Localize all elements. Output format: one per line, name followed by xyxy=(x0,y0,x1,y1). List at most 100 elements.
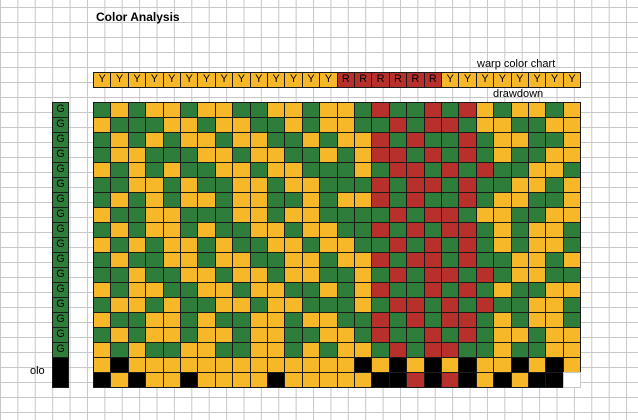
drawdown-cell xyxy=(493,342,512,358)
drawdown-cell xyxy=(301,207,321,223)
drawdown-cell xyxy=(423,327,442,343)
drawdown-cell xyxy=(145,207,164,223)
drawdown-cell xyxy=(336,357,355,373)
drawdown-cell xyxy=(475,357,495,373)
drawdown-cell xyxy=(319,222,338,238)
drawdown-cell xyxy=(162,327,181,343)
drawdown-cell xyxy=(441,342,460,358)
drawdown-cell xyxy=(162,237,181,253)
drawdown-cell xyxy=(406,147,425,163)
drawdown-cell xyxy=(423,267,442,283)
drawdown-cell xyxy=(388,372,408,388)
drawdown-cell xyxy=(441,282,460,298)
drawdown-cell xyxy=(441,267,460,283)
drawdown-cell xyxy=(406,162,425,178)
drawdown-cell xyxy=(528,282,547,298)
drawdown-cell xyxy=(406,357,425,373)
drawdown-cell xyxy=(475,132,495,148)
drawdown-cell xyxy=(336,342,355,358)
drawdown-cell xyxy=(423,252,442,268)
warp-cell: Y xyxy=(441,72,460,88)
drawdown-cell xyxy=(458,267,477,283)
drawdown-cell xyxy=(319,342,338,358)
drawdown-cell xyxy=(406,117,425,133)
drawdown-cell xyxy=(441,372,460,388)
drawdown-cell xyxy=(458,162,477,178)
drawdown-cell xyxy=(267,357,286,373)
drawdown-cell xyxy=(388,162,408,178)
drawdown-cell xyxy=(406,222,425,238)
drawdown-cell xyxy=(301,132,321,148)
drawdown-cell xyxy=(284,282,303,298)
warp-cell: Y xyxy=(249,72,268,88)
drawdown-cell xyxy=(388,207,408,223)
drawdown-cell xyxy=(510,222,529,238)
drawdown-cell xyxy=(510,132,529,148)
weft-cell: G xyxy=(52,282,69,298)
drawdown-cell xyxy=(493,117,512,133)
drawdown-cell xyxy=(284,312,303,328)
drawdown-cell xyxy=(545,192,564,208)
drawdown-cell xyxy=(93,222,112,238)
drawdown-cell xyxy=(319,192,338,208)
drawdown-cell xyxy=(197,162,216,178)
drawdown-cell xyxy=(475,297,495,313)
drawdown-cell xyxy=(406,192,425,208)
drawdown-cell xyxy=(545,147,564,163)
drawdown-cell xyxy=(510,237,529,253)
drawdown-cell xyxy=(284,102,303,118)
warp-cell: Y xyxy=(493,72,512,88)
drawdown-cell xyxy=(93,342,112,358)
drawdown-cell xyxy=(301,177,321,193)
drawdown-cell xyxy=(562,342,582,358)
drawdown-cell xyxy=(214,372,234,388)
drawdown-cell xyxy=(232,267,251,283)
drawdown-cell xyxy=(388,267,408,283)
warp-cell: Y xyxy=(127,72,147,88)
drawdown-cell xyxy=(93,207,112,223)
drawdown-cell xyxy=(441,102,460,118)
drawdown-cell xyxy=(336,117,355,133)
drawdown-cell xyxy=(214,297,234,313)
drawdown-cell xyxy=(545,162,564,178)
drawdown-cell xyxy=(336,132,355,148)
drawdown-cell xyxy=(145,342,164,358)
drawdown-cell xyxy=(127,312,147,328)
drawdown-cell xyxy=(493,147,512,163)
drawdown-cell xyxy=(528,252,547,268)
drawdown-cell xyxy=(354,312,373,328)
drawdown-cell xyxy=(510,177,529,193)
drawdown-cell xyxy=(301,237,321,253)
drawdown-cell xyxy=(562,297,582,313)
drawdown-cell xyxy=(388,192,408,208)
drawdown-cell xyxy=(162,372,181,388)
drawdown-cell xyxy=(145,222,164,238)
drawdown-cell xyxy=(319,117,338,133)
drawdown-cell xyxy=(406,237,425,253)
drawdown-cell xyxy=(267,267,286,283)
drawdown-cell xyxy=(301,297,321,313)
drawdown-cell xyxy=(354,207,373,223)
drawdown-cell xyxy=(545,312,564,328)
weft-cell: G xyxy=(52,117,69,133)
drawdown-cell xyxy=(371,252,390,268)
drawdown-cell xyxy=(458,147,477,163)
drawdown-cell xyxy=(301,267,321,283)
drawdown-cell xyxy=(336,372,355,388)
drawdown-cell xyxy=(528,327,547,343)
drawdown-cell xyxy=(249,312,268,328)
drawdown-cell xyxy=(406,312,425,328)
weft-cell: G xyxy=(52,342,69,358)
drawdown-cell xyxy=(180,327,199,343)
drawdown-cell xyxy=(232,177,251,193)
drawdown-cell xyxy=(301,192,321,208)
drawdown-cell xyxy=(458,237,477,253)
drawdown-cell xyxy=(423,207,442,223)
drawdown-cell xyxy=(110,282,129,298)
drawdown-cell xyxy=(180,372,199,388)
drawdown-cell xyxy=(545,342,564,358)
drawdown-cell xyxy=(528,147,547,163)
drawdown-cell xyxy=(545,237,564,253)
drawdown-cell xyxy=(354,282,373,298)
